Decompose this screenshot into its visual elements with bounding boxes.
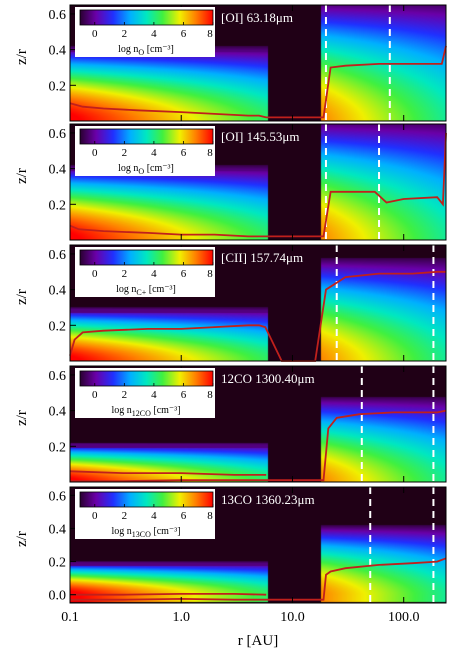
- y-tick-label: 0.4: [49, 284, 67, 299]
- colorbar-tick-label: 6: [181, 28, 187, 40]
- x-tick-label: 0.1: [61, 610, 79, 625]
- colorbar-tick-label: 8: [207, 147, 213, 159]
- colorbar-gradient: [79, 9, 214, 26]
- emission-curve: [69, 270, 446, 362]
- colorbar-tick-label: 8: [207, 510, 213, 522]
- colorbar: 0 2 4 6 8 log nO [cm⁻³]: [75, 7, 215, 57]
- panel-frame: [69, 244, 447, 362]
- panel-2: 0.2 0.4 0.6 z/r 0 2 4 6 8 log nO [cm⁻³] [OI] 145.5…: [14, 123, 447, 241]
- colorbar-label: log nO [cm⁻³]: [118, 163, 174, 176]
- panel-4: 0.2 0.4 0.6 z/r 0 2 4 6 8 log n12CO [cm⁻³] 12CO 13…: [14, 365, 447, 483]
- y-tick-label: 0.6: [49, 248, 67, 263]
- panel-label: 12CO 1300.40μm: [221, 371, 315, 386]
- panel-label: 13CO 1360.23μm: [221, 492, 315, 507]
- colorbar-gradient: [79, 128, 214, 145]
- colorbar-tick-label: 4: [151, 389, 157, 401]
- colorbar-tick-label: 2: [122, 510, 128, 522]
- colorbar-gradient: [79, 491, 214, 508]
- y-tick-label: 0.2: [49, 556, 67, 571]
- y-tick-label: 0.6: [49, 8, 67, 23]
- colorbar: 0 2 4 6 8 log nO [cm⁻³]: [75, 126, 215, 176]
- panel-1: 0.2 0.4 0.6 z/r 0 2 4 6 8 log nO [cm⁻³] [OI] 63.18…: [14, 4, 447, 122]
- y-tick-label: 0.2: [49, 79, 67, 94]
- colorbar-gradient: [79, 370, 214, 387]
- emission-curve: [70, 409, 447, 483]
- colorbar-tick-label: 0: [92, 28, 98, 40]
- y-axis-title: z/r: [14, 168, 30, 184]
- y-tick-label: 0.4: [49, 405, 67, 420]
- colorbar-tick-label: 6: [181, 147, 187, 159]
- y-axis-title: z/r: [14, 531, 30, 547]
- colorbar-tick-label: 8: [207, 28, 213, 40]
- colorbar-tick-label: 8: [207, 389, 213, 401]
- colorbar-tick-label: 6: [181, 389, 187, 401]
- colorbar-gradient: [79, 249, 214, 266]
- y-tick-label: 0.4: [49, 163, 67, 178]
- colorbar-tick-label: 0: [92, 147, 98, 159]
- emission-curve: [69, 132, 447, 238]
- colorbar-tick-label: 0: [92, 389, 98, 401]
- colorbar-label: log nC+ [cm⁻³]: [116, 284, 176, 297]
- colorbar-tick-label: 4: [151, 268, 157, 280]
- panel-label: [OI] 63.18μm: [221, 10, 293, 25]
- y-axis-title: z/r: [14, 410, 30, 426]
- colorbar-tick-label: 8: [207, 268, 213, 280]
- x-axis: 0.1 1.0 10.0 100.0: [61, 610, 419, 625]
- colorbar-tick-label: 6: [181, 268, 187, 280]
- panels: 0.2 0.4 0.6 z/r 0 2 4 6 8 log nO [cm⁻³] [OI] 63.18…: [14, 4, 447, 604]
- colorbar-tick-label: 2: [122, 147, 128, 159]
- panel-label: [OI] 145.53μm: [221, 129, 299, 144]
- y-tick-label: 0.0: [49, 589, 67, 604]
- panel-label: [CII] 157.74μm: [221, 250, 303, 265]
- y-tick-label: 0.2: [49, 198, 67, 213]
- y-tick-label: 0.6: [49, 489, 67, 504]
- y-axis-title: z/r: [14, 49, 30, 65]
- y-tick-label: 0.6: [49, 127, 67, 142]
- colorbar-tick-label: 0: [92, 268, 98, 280]
- colorbar-label: log n13CO [cm⁻³]: [111, 526, 180, 539]
- colorbar-tick-label: 2: [122, 268, 128, 280]
- colorbar: 0 2 4 6 8 log n12CO [cm⁻³]: [75, 368, 215, 418]
- colorbar-tick-label: 4: [151, 510, 157, 522]
- panel-frame: [69, 365, 447, 483]
- emission-curve-secondary: [70, 593, 267, 596]
- emission-curve-secondary: [69, 470, 267, 476]
- y-tick-label: 0.2: [49, 319, 67, 334]
- colorbar-tick-label: 4: [151, 147, 157, 159]
- panel-frame: [69, 486, 447, 604]
- colorbar-label: log n12CO [cm⁻³]: [111, 405, 180, 418]
- y-tick-label: 0.2: [49, 440, 67, 455]
- y-axis-title: z/r: [14, 289, 30, 305]
- x-tick-label: 100.0: [388, 610, 420, 625]
- y-tick-label: 0.4: [49, 522, 67, 537]
- x-tick-label: 1.0: [172, 610, 190, 625]
- panel-3: 0.2 0.4 0.6 z/r 0 2 4 6 8 log nC+ [cm⁻³] [CII] 157…: [14, 244, 447, 362]
- colorbar: 0 2 4 6 8 log n13CO [cm⁻³]: [75, 489, 215, 539]
- colorbar-tick-label: 6: [181, 510, 187, 522]
- colorbar: 0 2 4 6 8 log nC+ [cm⁻³]: [75, 247, 215, 297]
- emission-curve: [69, 45, 447, 119]
- x-axis-title: r [AU]: [238, 633, 278, 649]
- y-tick-label: 0.6: [49, 369, 67, 384]
- colorbar-tick-label: 0: [92, 510, 98, 522]
- x-tick-label: 10.0: [280, 610, 305, 625]
- y-tick-label: 0.4: [49, 44, 67, 59]
- colorbar-label: log nO [cm⁻³]: [118, 44, 174, 57]
- panel-5: 0.0 0.2 0.4 0.6 z/r 0 2 4 6 8 log n13CO [cm⁻³] 13CO…: [14, 486, 447, 604]
- colorbar-tick-label: 4: [151, 28, 157, 40]
- panel-frame: [69, 123, 447, 241]
- colorbar-tick-label: 2: [122, 28, 128, 40]
- panel-frame: [69, 4, 447, 122]
- colorbar-tick-label: 2: [122, 389, 128, 401]
